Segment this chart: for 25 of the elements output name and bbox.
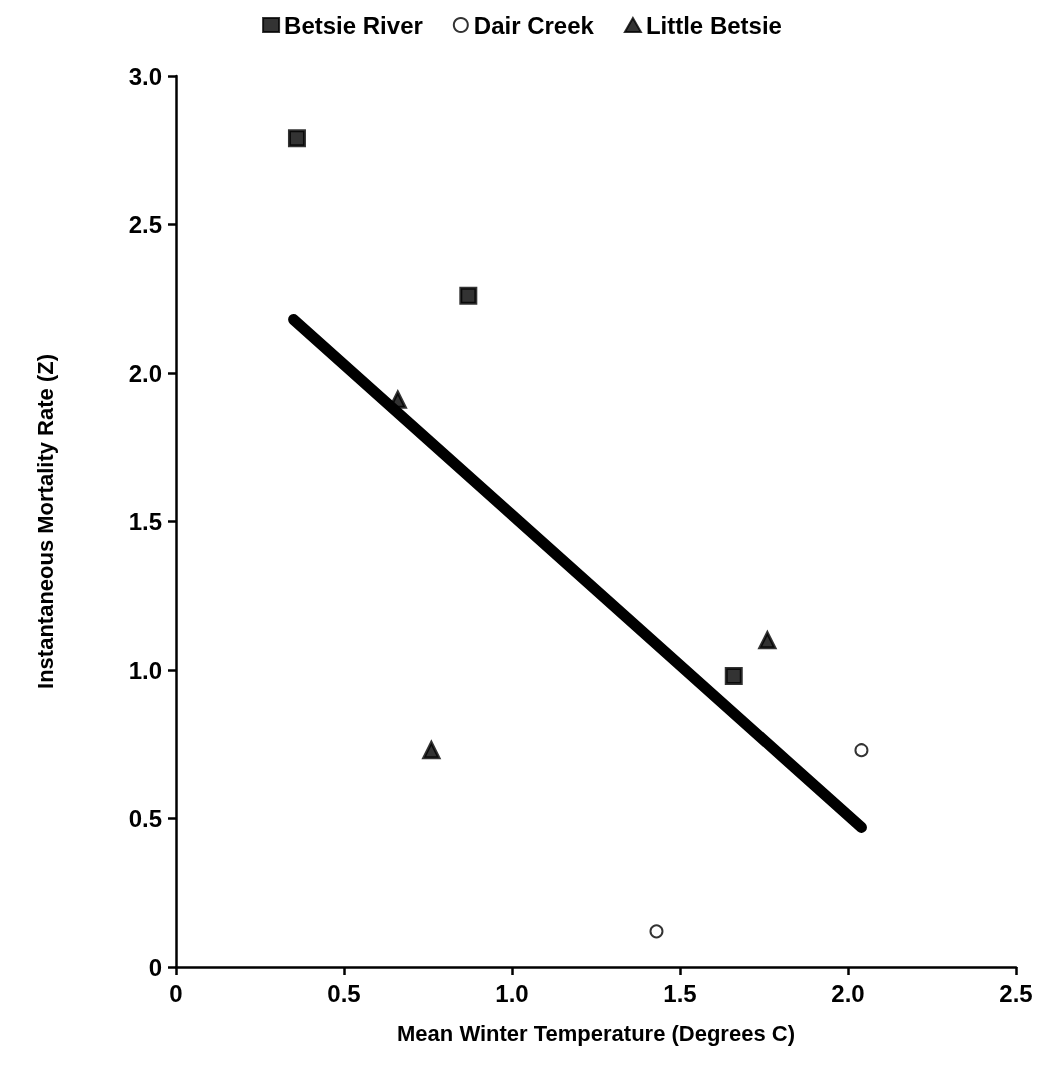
point [287, 129, 306, 148]
point [649, 924, 664, 939]
point [854, 743, 869, 758]
y-tick-label: 0 [148, 953, 162, 981]
legend-label: Betsie River [284, 11, 423, 39]
x-tick-label: 2.5 [999, 979, 1033, 1007]
y-tick-label: 1.0 [128, 656, 162, 684]
y-tick-label: 2.5 [128, 211, 162, 238]
y-tick-label: 2.0 [128, 359, 162, 387]
y-tick-label: 3.0 [128, 62, 162, 90]
x-tick-label: 1.0 [495, 979, 529, 1007]
point [724, 666, 743, 685]
x-tick-label: 2.0 [831, 979, 865, 1007]
point [459, 286, 478, 305]
y-tick-label: 1.5 [128, 508, 162, 535]
point [422, 741, 441, 760]
legend-label: Dair Creek [473, 11, 595, 39]
x-tick-label: 0 [169, 979, 183, 1007]
x-axis-title: Mean Winter Temperature (Degrees C) [397, 1020, 795, 1046]
x-tick-label: 0.5 [327, 979, 361, 1007]
x-tick-label: 1.5 [663, 979, 697, 1007]
point [758, 631, 777, 650]
legend-label: Little Betsie [645, 11, 782, 39]
y-axis-title: Instantaneous Mortality Rate (Z) [32, 354, 58, 689]
y-tick-label: 0.5 [128, 805, 162, 832]
